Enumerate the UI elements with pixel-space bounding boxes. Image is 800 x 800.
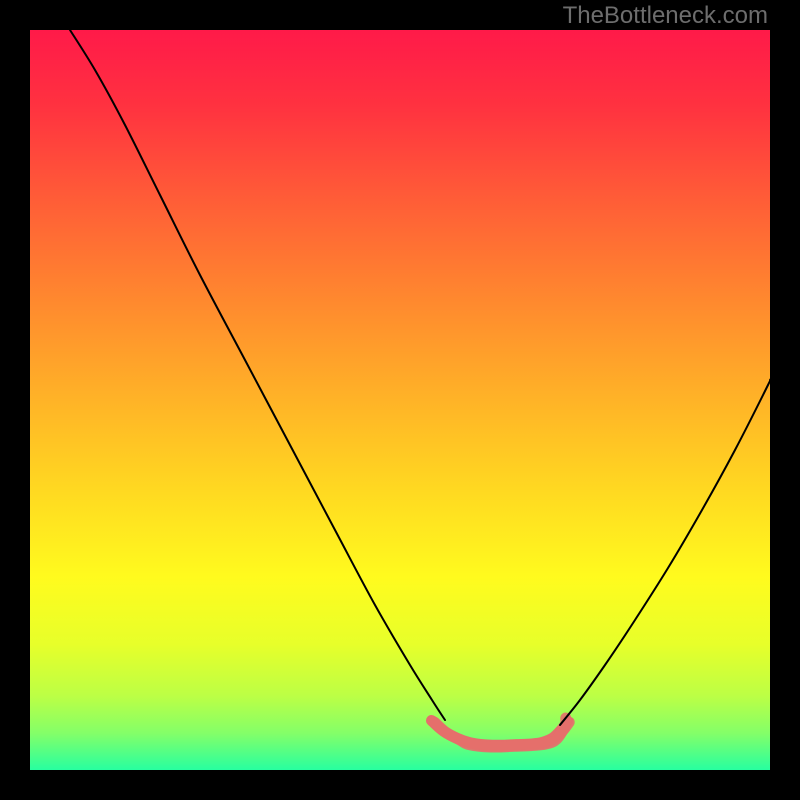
chart-root: TheBottleneck.com xyxy=(0,0,800,800)
watermark-text: TheBottleneck.com xyxy=(563,2,768,30)
gradient-background xyxy=(30,30,770,770)
plot-area xyxy=(30,30,770,770)
